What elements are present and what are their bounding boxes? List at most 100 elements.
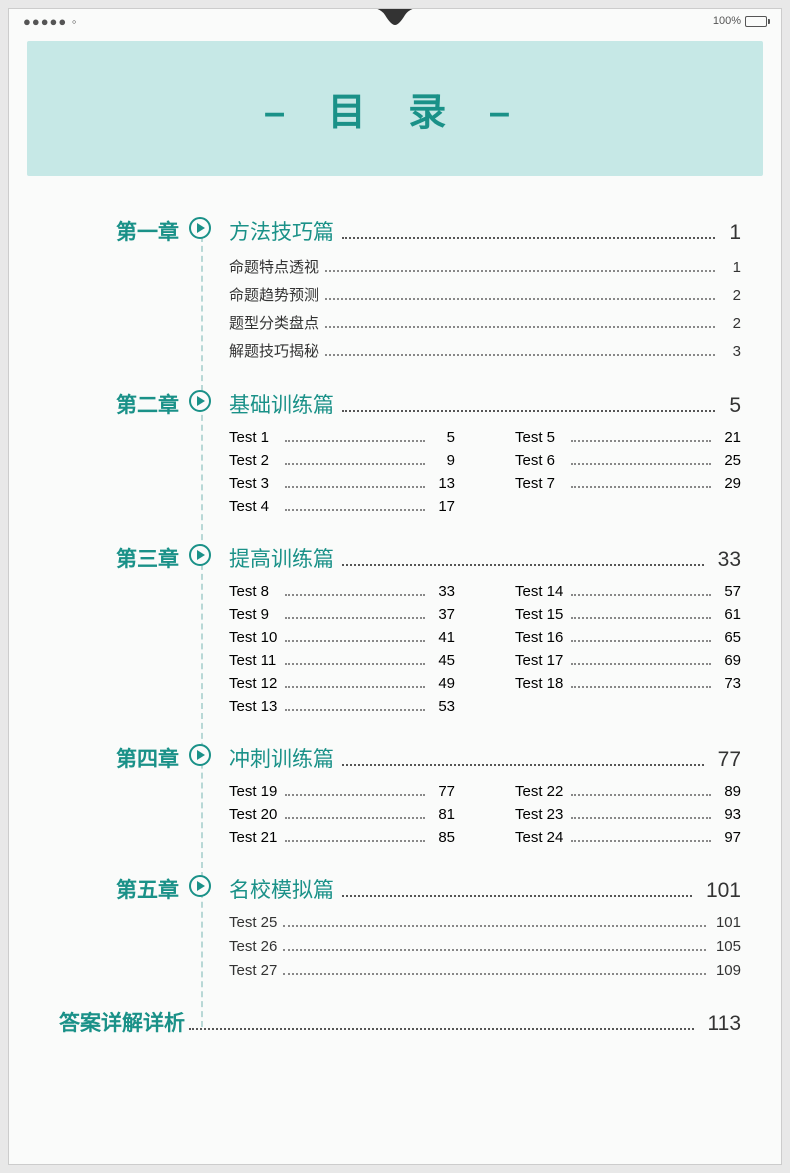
chapter-title-row: 方法技巧篇1: [229, 216, 741, 246]
test-row: Test 521: [515, 429, 741, 446]
chapter-title-row: 冲刺训练篇 77: [229, 743, 741, 773]
sub-row: 命题特点透视 1: [229, 256, 741, 277]
test-page: 65: [717, 629, 741, 646]
leader-dots: [285, 640, 425, 642]
sub-label: Test 26: [229, 938, 277, 955]
battery-percent: 100%: [713, 15, 741, 27]
chapter-page: 77: [712, 748, 741, 772]
test-row: Test 2393: [515, 806, 741, 823]
leader-dots: [285, 817, 425, 819]
test-label: Test 9: [229, 606, 279, 623]
test-label: Test 4: [229, 498, 279, 515]
leader-dots: [283, 949, 706, 951]
leader-dots: [283, 973, 706, 975]
chapter-page: 5: [723, 394, 741, 418]
page-title: – 目 录 –: [264, 81, 526, 136]
leader-dots: [342, 564, 704, 566]
chapter-label: 第三章: [59, 543, 179, 573]
test-page: 41: [431, 629, 455, 646]
status-bar: ●●●●● ◦ 100%: [9, 9, 781, 33]
test-row: Test 10 41: [229, 629, 455, 646]
test-row: [515, 698, 741, 715]
leader-dots: [285, 440, 425, 442]
test-label: Test 21: [229, 829, 279, 846]
chapter-section: 第一章方法技巧篇1命题特点透视1命题趋势预测2题型分类盘点2解题技巧揭秘3: [59, 216, 741, 361]
chapter-label: 第四章: [59, 743, 179, 773]
test-label: Test 19: [229, 783, 279, 800]
sub-label: 命题趋势预测: [229, 284, 319, 305]
chapter-label: 第一章: [59, 216, 179, 246]
sub-page: 1: [721, 259, 741, 276]
leader-dots: [285, 663, 425, 665]
test-label: Test 14: [515, 583, 565, 600]
answers-page: 113: [702, 1012, 741, 1036]
test-label: Test 16: [515, 629, 565, 646]
chapter-bullet-icon: [189, 744, 211, 766]
leader-dots: [325, 270, 715, 272]
test-page: 25: [717, 452, 741, 469]
chapter-bullet-icon: [189, 875, 211, 897]
leader-dots: [285, 617, 425, 619]
sub-row: 命题趋势预测2: [229, 284, 741, 305]
chapter-page: 33: [712, 548, 741, 572]
test-row: Test 7 29: [515, 475, 741, 492]
leader-dots: [571, 486, 711, 488]
test-page: 29: [717, 475, 741, 492]
chapter-title-row: 名校模拟篇101: [229, 874, 741, 904]
sub-row: 解题技巧揭秘3: [229, 340, 741, 361]
test-row: [515, 498, 741, 515]
chapter-head: 第二章 基础训练篇5: [59, 389, 741, 419]
leader-dots: [285, 463, 425, 465]
test-page: 21: [717, 429, 741, 446]
test-page: 89: [717, 783, 741, 800]
leader-dots: [571, 817, 711, 819]
sub-label: Test 27: [229, 962, 277, 979]
chapter-head: 第三章 提高训练篇 33: [59, 543, 741, 573]
chapter-title: 冲刺训练篇: [229, 743, 334, 773]
test-label: Test 10: [229, 629, 279, 646]
leader-dots: [285, 686, 425, 688]
header-banner: – 目 录 –: [27, 41, 763, 176]
leader-dots: [571, 794, 711, 796]
leader-dots: [285, 509, 425, 511]
test-row: Test 2289: [515, 783, 741, 800]
test-row: Test 11 45: [229, 652, 455, 669]
test-row: Test 29: [229, 452, 455, 469]
test-page: 85: [431, 829, 455, 846]
chapter-section: 第三章提高训练篇33Test 833Test 1457Test 937Test …: [59, 543, 741, 715]
sub-row: Test 27109: [229, 962, 741, 979]
test-label: Test 12: [229, 675, 279, 692]
test-row: Test 2497: [515, 829, 741, 846]
test-page: 45: [431, 652, 455, 669]
test-row: Test 15: [229, 429, 455, 446]
test-row: Test 625: [515, 452, 741, 469]
chapter-title-row: 提高训练篇 33: [229, 543, 741, 573]
chapter-title: 提高训练篇: [229, 543, 334, 573]
chapter-bullet-icon: [189, 390, 211, 412]
sub-row: Test 25101: [229, 914, 741, 931]
test-row: Test 2081: [229, 806, 455, 823]
test-page: 57: [717, 583, 741, 600]
chapter-title: 方法技巧篇: [229, 216, 334, 246]
sub-label: 解题技巧揭秘: [229, 340, 319, 361]
chapter-title-row: 基础训练篇5: [229, 389, 741, 419]
chapter-label: 第二章: [59, 389, 179, 419]
sub-page: 105: [712, 938, 741, 955]
test-page: 77: [431, 783, 455, 800]
leader-dots: [283, 925, 706, 927]
sub-label: 命题特点透视: [229, 256, 319, 277]
page-frame: ●●●●● ◦ 100% – 目 录 – 第一章 方法技巧篇1 命题特点透视 1 命题趋…: [8, 8, 782, 1165]
test-page: 5: [431, 429, 455, 446]
test-label: Test 11: [229, 652, 279, 669]
test-label: Test 20: [229, 806, 279, 823]
toc-body: 第一章方法技巧篇1命题特点透视1命题趋势预测2题型分类盘点2解题技巧揭秘3第二章…: [9, 176, 781, 1057]
test-page: 9: [431, 452, 455, 469]
leader-dots: [571, 840, 711, 842]
test-label: Test 17: [515, 652, 565, 669]
test-label: Test 7: [515, 475, 565, 492]
chapter-head: 第五章名校模拟篇101: [59, 874, 741, 904]
test-page: 17: [431, 498, 455, 515]
test-page: 37: [431, 606, 455, 623]
leader-dots: [342, 237, 715, 239]
chapter-bullet-icon: [189, 544, 211, 566]
